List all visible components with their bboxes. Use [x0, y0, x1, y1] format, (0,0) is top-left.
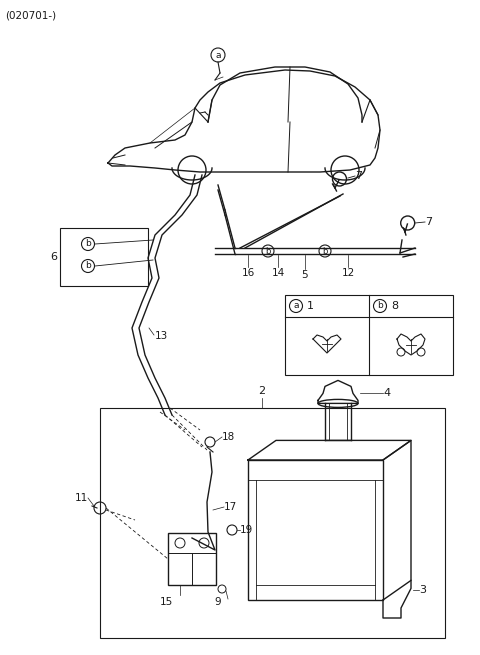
Text: 3: 3 [419, 585, 426, 595]
Text: b: b [85, 240, 91, 248]
Text: (020701-): (020701-) [5, 10, 56, 20]
Text: 7: 7 [425, 217, 432, 227]
Bar [285, 295, 453, 375]
Text: b: b [322, 246, 328, 255]
Text: 5: 5 [302, 270, 308, 280]
Bar [168, 533, 216, 585]
Text: b: b [377, 301, 383, 310]
Text: b: b [265, 246, 271, 255]
Text: 17: 17 [224, 502, 237, 512]
Text: 7: 7 [355, 171, 362, 181]
Text: 14: 14 [271, 268, 285, 278]
Text: 15: 15 [159, 597, 173, 607]
Text: 19: 19 [240, 525, 253, 535]
Text: 11: 11 [75, 493, 88, 503]
Text: 18: 18 [222, 432, 235, 442]
Text: a: a [293, 301, 299, 310]
Bar [100, 408, 445, 638]
Text: b: b [85, 261, 91, 271]
Bar [60, 228, 148, 286]
Text: 12: 12 [341, 268, 355, 278]
Bar [248, 460, 383, 600]
Text: 16: 16 [241, 268, 254, 278]
Text: 1: 1 [307, 301, 314, 311]
Text: a: a [215, 50, 221, 60]
Text: 2: 2 [258, 386, 265, 396]
Text: 13: 13 [155, 331, 168, 341]
Text: 6: 6 [50, 252, 57, 262]
Text: 8: 8 [391, 301, 398, 311]
Text: 9: 9 [215, 597, 221, 607]
Text: 4: 4 [383, 388, 390, 398]
